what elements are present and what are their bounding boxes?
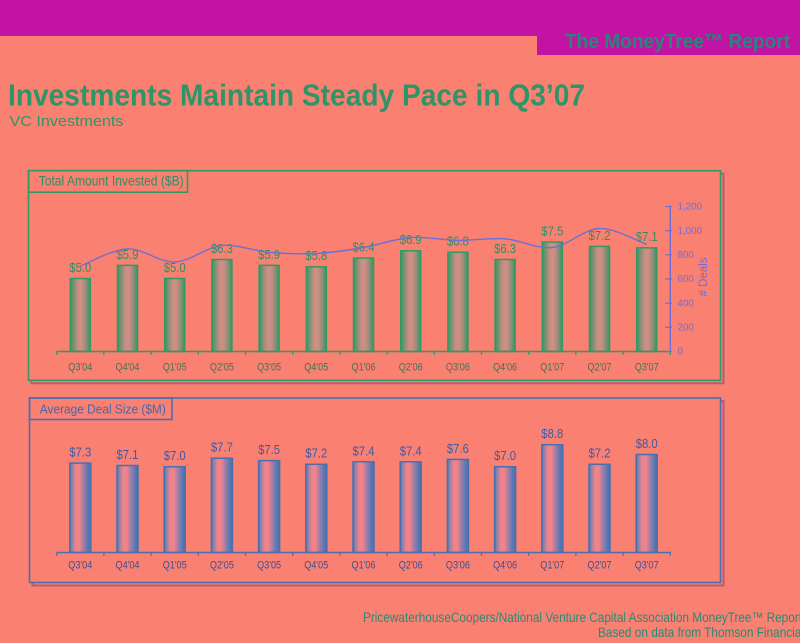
svg-text:# Deals: # Deals [698, 257, 710, 296]
svg-text:$7.2: $7.2 [305, 446, 327, 461]
svg-text:Investments Maintain Steady Pa: Investments Maintain Steady Pace in Q3’0… [8, 79, 585, 113]
svg-text:Q4'05: Q4'05 [304, 560, 328, 572]
svg-text:$7.2: $7.2 [589, 228, 611, 243]
svg-text:Total Amount Invested ($B): Total Amount Invested ($B) [39, 172, 184, 188]
svg-text:Average Deal Size ($M): Average Deal Size ($M) [40, 402, 166, 417]
svg-text:$7.3: $7.3 [69, 444, 91, 459]
svg-text:$6.3: $6.3 [211, 241, 233, 256]
svg-text:$6.9: $6.9 [400, 232, 422, 247]
svg-text:$7.7: $7.7 [211, 440, 233, 455]
svg-text:Q2'06: Q2'06 [399, 362, 423, 374]
svg-text:$7.4: $7.4 [353, 443, 375, 458]
svg-text:Q1'07: Q1'07 [540, 362, 564, 374]
svg-text:$5.9: $5.9 [117, 247, 139, 262]
svg-text:$5.9: $5.9 [258, 247, 280, 262]
svg-text:VC Investments: VC Investments [10, 114, 124, 130]
svg-text:Q1'05: Q1'05 [163, 362, 187, 374]
svg-text:$7.4: $7.4 [400, 443, 422, 458]
svg-text:Q3'04: Q3'04 [68, 560, 92, 572]
svg-text:$7.6: $7.6 [447, 441, 469, 456]
svg-text:$5.8: $5.8 [305, 248, 327, 263]
svg-text:400: 400 [678, 298, 695, 309]
svg-text:Q2'05: Q2'05 [210, 362, 234, 374]
svg-text:$7.1: $7.1 [117, 447, 139, 462]
svg-text:Q3'04: Q3'04 [68, 362, 92, 374]
svg-text:1,200: 1,200 [678, 202, 703, 213]
svg-text:$8.8: $8.8 [541, 426, 563, 441]
svg-text:$7.0: $7.0 [494, 448, 516, 463]
svg-text:1,000: 1,000 [678, 226, 703, 237]
svg-text:Q4'04: Q4'04 [116, 560, 140, 572]
svg-text:$7.5: $7.5 [258, 442, 280, 457]
svg-text:PricewaterhouseCoopers/Nationa: PricewaterhouseCoopers/National Venture … [363, 609, 800, 625]
svg-text:Q3'06: Q3'06 [446, 560, 470, 572]
svg-text:Q4'04: Q4'04 [116, 362, 140, 374]
svg-text:Q4'06: Q4'06 [493, 362, 517, 374]
svg-text:$6.3: $6.3 [494, 241, 516, 256]
svg-text:Q3'07: Q3'07 [635, 560, 659, 572]
svg-text:800: 800 [678, 250, 695, 261]
svg-text:$7.0: $7.0 [164, 448, 186, 463]
svg-text:Q3'05: Q3'05 [257, 362, 281, 374]
svg-text:Q4'05: Q4'05 [304, 362, 328, 374]
svg-text:Q1'05: Q1'05 [163, 560, 187, 572]
svg-text:$5.0: $5.0 [164, 260, 186, 275]
svg-text:$8.0: $8.0 [636, 436, 658, 451]
svg-text:Q3'07: Q3'07 [635, 362, 659, 374]
svg-text:Q2'07: Q2'07 [588, 362, 612, 374]
svg-text:0: 0 [678, 347, 684, 358]
svg-text:$7.5: $7.5 [541, 223, 563, 238]
svg-text:Q3'06: Q3'06 [446, 362, 470, 374]
svg-text:$7.2: $7.2 [589, 446, 611, 461]
svg-text:$6.8: $6.8 [447, 234, 469, 249]
svg-text:The MoneyTree™ Report: The MoneyTree™ Report [565, 30, 790, 53]
svg-text:Q2'05: Q2'05 [210, 560, 234, 572]
svg-text:Q3'05: Q3'05 [257, 560, 281, 572]
svg-text:Based on data from Thomson Fin: Based on data from Thomson Financial [598, 624, 800, 640]
svg-text:Q1'06: Q1'06 [352, 560, 376, 572]
svg-text:Q4'06: Q4'06 [493, 560, 517, 572]
svg-text:600: 600 [678, 274, 695, 285]
svg-text:200: 200 [678, 323, 695, 334]
svg-text:$7.1: $7.1 [636, 229, 658, 244]
svg-text:Q2'06: Q2'06 [399, 560, 423, 572]
svg-text:Q2'07: Q2'07 [588, 560, 612, 572]
svg-text:Q1'06: Q1'06 [352, 362, 376, 374]
svg-text:Q1'07: Q1'07 [540, 560, 564, 572]
